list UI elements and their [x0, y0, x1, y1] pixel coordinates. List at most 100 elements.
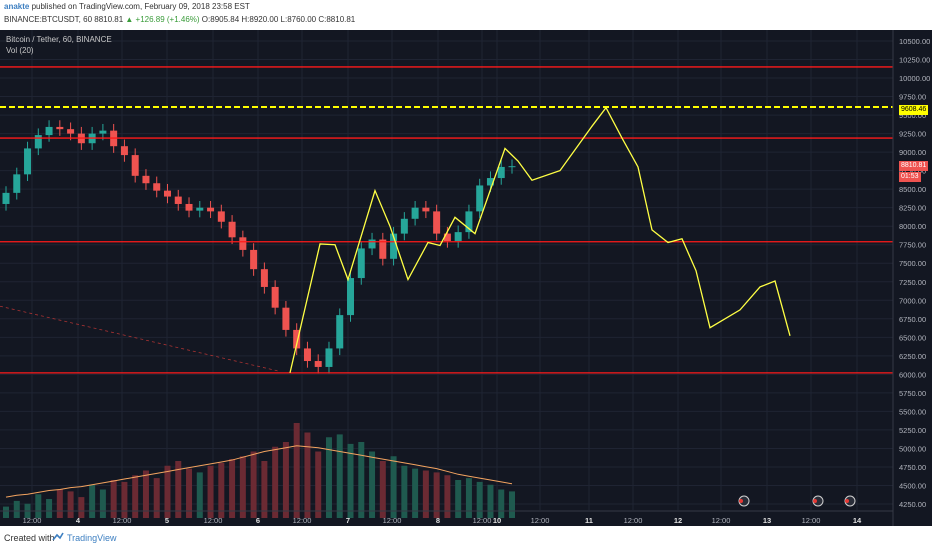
flag-dot-icon	[845, 499, 849, 503]
publish-header: anakte published on TradingView.com, Feb…	[0, 0, 932, 30]
pair-label: Bitcoin / Tether, 60, BINANCE	[6, 35, 112, 44]
volume-bar	[282, 442, 289, 518]
volume-ma-line	[5, 445, 513, 498]
tradingview-brand-link[interactable]: TradingView	[67, 533, 117, 543]
price-axis-label: 7750.00	[899, 241, 926, 250]
candle	[196, 207, 204, 211]
volume-bar	[229, 459, 236, 518]
time-axis-label: 6	[256, 516, 260, 525]
symbol-info: BINANCE:BTCUSDT, 60 8810.81	[4, 15, 126, 24]
candle	[207, 207, 215, 212]
candle	[45, 126, 53, 136]
volume-bar	[487, 484, 494, 518]
time-axis-label: 12:00	[531, 516, 550, 525]
price-axis-label: 5250.00	[899, 426, 926, 435]
candle	[368, 239, 376, 249]
volume-bar	[186, 468, 193, 518]
volume-bar	[78, 497, 85, 518]
candle	[239, 237, 247, 250]
price-axis-label: 4500.00	[899, 481, 926, 490]
volume-bar	[3, 506, 9, 518]
volume-bar	[325, 437, 332, 518]
candle	[325, 348, 333, 367]
time-axis-label: 12:00	[473, 516, 492, 525]
time-axis-label: 7	[346, 516, 350, 525]
flag-dot-icon	[813, 499, 817, 503]
trend-line	[0, 305, 281, 372]
price-axis-label: 5000.00	[899, 444, 926, 453]
price-axis-label: 4750.00	[899, 463, 926, 472]
candle	[497, 166, 505, 179]
price-axis-label: 6750.00	[899, 315, 926, 324]
price-axis-label: 5500.00	[899, 407, 926, 416]
price-axis-label: 7000.00	[899, 296, 926, 305]
volume-bar	[196, 472, 203, 518]
candle	[131, 155, 139, 176]
price-chart[interactable]: 10500.00 10250.00 10000.00 9750.00 9500.00 92…	[0, 30, 932, 526]
candle	[67, 129, 75, 134]
publish-line: anakte published on TradingView.com, Feb…	[4, 2, 250, 11]
volume-bar	[293, 423, 300, 518]
volume-bar	[89, 484, 96, 518]
time-axis-label: 12:00	[712, 516, 731, 525]
tradingview-logo-icon	[52, 532, 64, 541]
candle	[433, 211, 441, 234]
ohlc-values: O:8905.84 H:8920.00 L:8760.00 C:8810.81	[199, 15, 356, 24]
chart-area[interactable]: 10500.00 10250.00 10000.00 9750.00 9500.00 92…	[0, 30, 932, 526]
candle	[303, 348, 311, 362]
candle	[99, 130, 107, 134]
volume-bar	[250, 451, 257, 518]
volume-bar	[455, 480, 462, 518]
volume-bar	[207, 465, 214, 518]
volume-bar	[476, 481, 483, 518]
volume-bar	[304, 432, 311, 518]
time-axis-label: 14	[853, 516, 862, 525]
price-axis-label: 9000.00	[899, 148, 926, 157]
author-link[interactable]: anakte	[4, 2, 30, 11]
volume-bar	[347, 443, 354, 518]
candle	[56, 126, 64, 130]
time-axis-label: 12:00	[624, 516, 643, 525]
volume-bar	[239, 456, 246, 518]
time-axis-label: 5	[165, 516, 169, 525]
volume-bar	[218, 462, 225, 518]
candle	[120, 146, 128, 156]
volume-bar	[46, 499, 53, 518]
volume-bar	[401, 465, 408, 518]
time-axis-label: 12:00	[293, 516, 312, 525]
candle	[390, 233, 398, 259]
candle	[411, 207, 419, 219]
candle	[336, 315, 344, 349]
time-axis-label: 8	[436, 516, 440, 525]
volume-bar	[433, 472, 440, 518]
candle	[486, 178, 494, 186]
volume-bar	[369, 451, 376, 518]
price-axis-label: 8750.00	[899, 167, 926, 176]
candle	[476, 185, 484, 212]
volume-bar	[509, 491, 515, 518]
volume-indicator-label[interactable]: Vol (20)	[6, 46, 34, 55]
last-price-tag: 8810.81	[899, 161, 929, 171]
price-axis-label: 9250.00	[899, 130, 926, 139]
time-axis-label: 12:00	[23, 516, 42, 525]
volume-bar	[498, 489, 505, 518]
time-axis-label: 12:00	[113, 516, 132, 525]
volume-bar	[261, 461, 268, 518]
price-axis-label: 6250.00	[899, 352, 926, 361]
price-axis-label: 7500.00	[899, 259, 926, 268]
volume-bar	[132, 475, 139, 518]
price-axis-label: 7250.00	[899, 278, 926, 287]
flag-dot-icon	[739, 499, 743, 503]
candle	[228, 221, 236, 238]
price-axis-label: 10500.00	[899, 37, 930, 46]
volume-bar	[67, 491, 74, 518]
candle	[142, 175, 150, 184]
candle	[24, 148, 32, 175]
volume-bar	[358, 442, 365, 518]
volume-bar	[13, 500, 20, 518]
time-axis-label: 10	[493, 516, 501, 525]
candle	[454, 232, 462, 242]
volume-bar	[56, 489, 63, 518]
price-axis-label: 10000.00	[899, 74, 930, 83]
volume-bar	[99, 489, 106, 518]
